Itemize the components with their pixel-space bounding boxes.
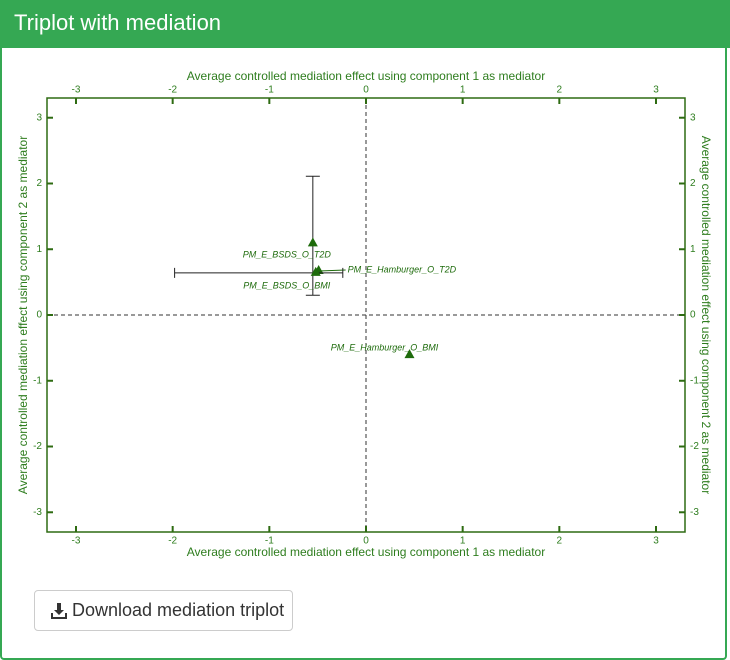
point-label: PM_E_Hamburger_O_T2D bbox=[348, 264, 457, 274]
y-tick-label: 1 bbox=[36, 244, 42, 255]
y-axis-title: Average controlled mediation effect usin… bbox=[699, 136, 713, 494]
y-axis-title: Average controlled mediation effect usin… bbox=[16, 136, 30, 494]
y-tick-label: 3 bbox=[690, 112, 696, 123]
y-tick-label: 2 bbox=[690, 178, 696, 189]
x-tick-label: -2 bbox=[168, 536, 177, 547]
x-tick-label: 2 bbox=[557, 536, 563, 547]
panel-title: Triplot with mediation bbox=[0, 0, 730, 48]
y-tick-label: 0 bbox=[690, 310, 696, 321]
x-tick-label: -3 bbox=[72, 85, 81, 96]
y-tick-label: 1 bbox=[690, 244, 696, 255]
x-tick-label: 1 bbox=[460, 85, 466, 96]
x-tick-label: 1 bbox=[460, 536, 466, 547]
point-label: PM_E_BSDS_O_BMI bbox=[243, 280, 331, 290]
error-bar bbox=[305, 175, 320, 296]
point-label: PM_E_BSDS_O_T2D bbox=[243, 250, 332, 260]
point bbox=[307, 237, 318, 247]
y-tick-label: -2 bbox=[33, 441, 42, 452]
x-tick-label: -1 bbox=[265, 536, 274, 547]
x-axis-title: Average controlled mediation effect usin… bbox=[187, 69, 545, 83]
x-tick-label: 0 bbox=[363, 85, 369, 96]
x-axis-title: Average controlled mediation effect usin… bbox=[187, 545, 545, 559]
x-tick-label: 3 bbox=[653, 85, 659, 96]
point bbox=[310, 266, 321, 276]
y-tick-label: 0 bbox=[36, 310, 42, 321]
point bbox=[404, 349, 415, 359]
triplot: -3 -3 -2 -2 -1 -1 0 0 1 1 2 2 3 3 -3 -3 -2 -2 -1 -1 0 0 1 1 2 2 3 3… bbox=[16, 69, 713, 559]
download-icon bbox=[51, 603, 67, 619]
y-tick-label: -3 bbox=[33, 507, 42, 518]
x-tick-label: -3 bbox=[72, 536, 81, 547]
x-tick-label: -1 bbox=[265, 85, 274, 96]
x-tick-label: 2 bbox=[557, 85, 563, 96]
y-tick-label: 2 bbox=[36, 178, 42, 189]
x-tick-label: 3 bbox=[653, 536, 659, 547]
y-tick-label: 3 bbox=[36, 112, 42, 123]
y-tick-label: -1 bbox=[690, 375, 699, 386]
x-tick-label: -2 bbox=[168, 85, 177, 96]
point-label: PM_E_Hamburger_O_BMI bbox=[331, 342, 439, 352]
button-label: Download mediation triplot bbox=[72, 600, 285, 620]
y-tick-label: -3 bbox=[690, 507, 699, 518]
y-tick-label: -2 bbox=[690, 441, 699, 452]
y-tick-label: -1 bbox=[33, 375, 42, 386]
download-button[interactable]: Download mediation triplot bbox=[34, 590, 293, 631]
x-tick-label: 0 bbox=[363, 536, 369, 547]
label-leader bbox=[318, 269, 346, 272]
